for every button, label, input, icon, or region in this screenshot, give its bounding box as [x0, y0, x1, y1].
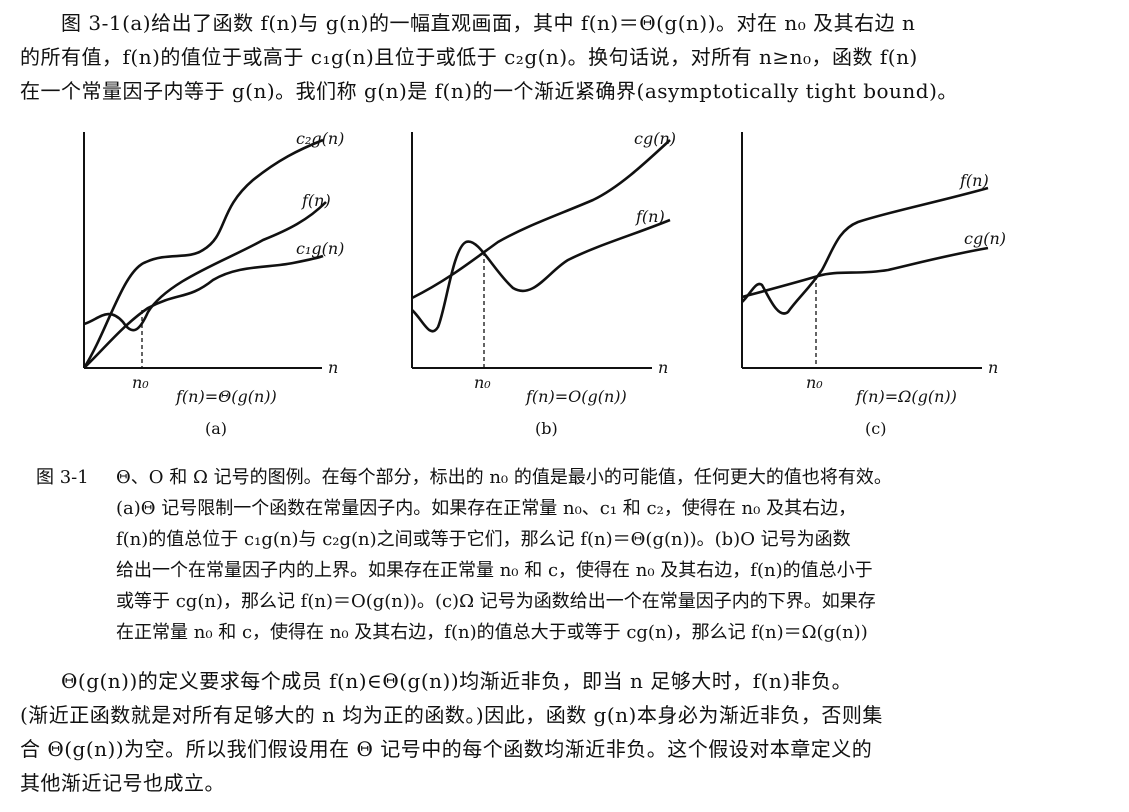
curve-label-cgn: cg(n)	[964, 229, 1006, 248]
text-line: 其他渐近记号也成立。	[20, 771, 225, 795]
caption-line: f(n)的值总位于 c₁g(n)与 c₂g(n)之间或等于它们，那么记 f(n)…	[116, 529, 851, 550]
curve-label-c1gn: c₁g(n)	[296, 239, 344, 258]
figure-c: f(n) cg(n) n n₀ f(n)=Ω(g(n)) (c)	[738, 130, 1028, 444]
curve-cgn	[411, 139, 671, 300]
curve-label-cgn: cg(n)	[634, 130, 676, 148]
text-line: 合 Θ(g(n))为空。所以我们假设用在 Θ 记号中的每个函数均渐近非负。这个假…	[20, 737, 873, 761]
formula-label: f(n)=Ω(g(n))	[855, 387, 957, 406]
n0-label: n₀	[132, 373, 149, 392]
curve-label-c2gn: c₂g(n)	[296, 130, 344, 148]
text-line: 图 3-1(a)给出了函数 f(n)与 g(n)的一幅直观画面，其中 f(n)＝…	[20, 11, 916, 35]
curve-label-fn: f(n)	[959, 171, 989, 190]
curve-c1gn	[83, 254, 324, 369]
n0-label: n₀	[806, 373, 823, 392]
curve-label-fn: f(n)	[301, 191, 331, 210]
x-axis-label: n	[988, 358, 998, 377]
formula-label: f(n)=O(g(n))	[525, 387, 627, 406]
caption-line: Θ、O 和 Ω 记号的图例。在每个部分，标出的 n₀ 的值是最小的可能值，任何更…	[116, 467, 892, 488]
intro-paragraph: 图 3-1(a)给出了函数 f(n)与 g(n)的一幅直观画面，其中 f(n)＝…	[20, 6, 1110, 108]
curve-fn	[83, 201, 327, 332]
curve-label-fn: f(n)	[635, 207, 665, 226]
subfigure-label: (a)	[205, 419, 227, 438]
curve-c2gn	[82, 138, 324, 369]
formula-label: f(n)=Θ(g(n))	[175, 387, 277, 406]
text-line: 在一个常量因子内等于 g(n)。我们称 g(n)是 f(n)的一个渐近紧确界(a…	[20, 79, 958, 103]
following-paragraph: Θ(g(n))的定义要求每个成员 f(n)∈Θ(g(n))均渐近非负，即当 n …	[20, 664, 1110, 800]
x-axis-label: n	[658, 358, 668, 377]
figure-b: cg(n) f(n) n n₀ f(n)=O(g(n)) (b)	[408, 129, 698, 444]
text-line: 的所有值，f(n)的值位于或高于 c₁g(n)且位于或低于 c₂g(n)。换句话…	[20, 45, 918, 69]
n0-label: n₀	[474, 373, 491, 392]
subfigure-label: (b)	[535, 419, 558, 438]
caption-label: 图 3-1	[36, 467, 89, 488]
figure-caption: 图 3-1 Θ、O 和 Ω 记号的图例。在每个部分，标出的 n₀ 的值是最小的可…	[36, 462, 1096, 648]
caption-line: 给出一个在常量因子内的上界。如果存在正常量 n₀ 和 c，使得在 n₀ 及其右边…	[116, 560, 873, 581]
curve-fn	[741, 186, 989, 315]
caption-line: 在正常量 n₀ 和 c，使得在 n₀ 及其右边，f(n)的值总大于或等于 cg(…	[116, 622, 868, 643]
caption-body: Θ、O 和 Ω 记号的图例。在每个部分，标出的 n₀ 的值是最小的可能值，任何更…	[116, 462, 1096, 648]
curve-fn	[411, 218, 671, 333]
text-line: (渐近正函数就是对所有足够大的 n 均为正的函数。)因此，函数 g(n)本身必为…	[20, 703, 883, 727]
x-axis-label: n	[328, 358, 338, 377]
figure-a: c₂g(n) f(n) c₁g(n) n n₀ f(n)=Θ(g(n)) (a)	[78, 129, 368, 444]
curve-cgn	[741, 246, 989, 299]
caption-line: (a)Θ 记号限制一个函数在常量因子内。如果存在正常量 n₀、c₁ 和 c₂，使…	[116, 498, 857, 519]
subfigure-label: (c)	[865, 419, 886, 438]
text-line: Θ(g(n))的定义要求每个成员 f(n)∈Θ(g(n))均渐近非负，即当 n …	[20, 669, 853, 693]
caption-line: 或等于 cg(n)，那么记 f(n)＝O(g(n))。(c)Ω 记号为函数给出一…	[116, 591, 876, 612]
